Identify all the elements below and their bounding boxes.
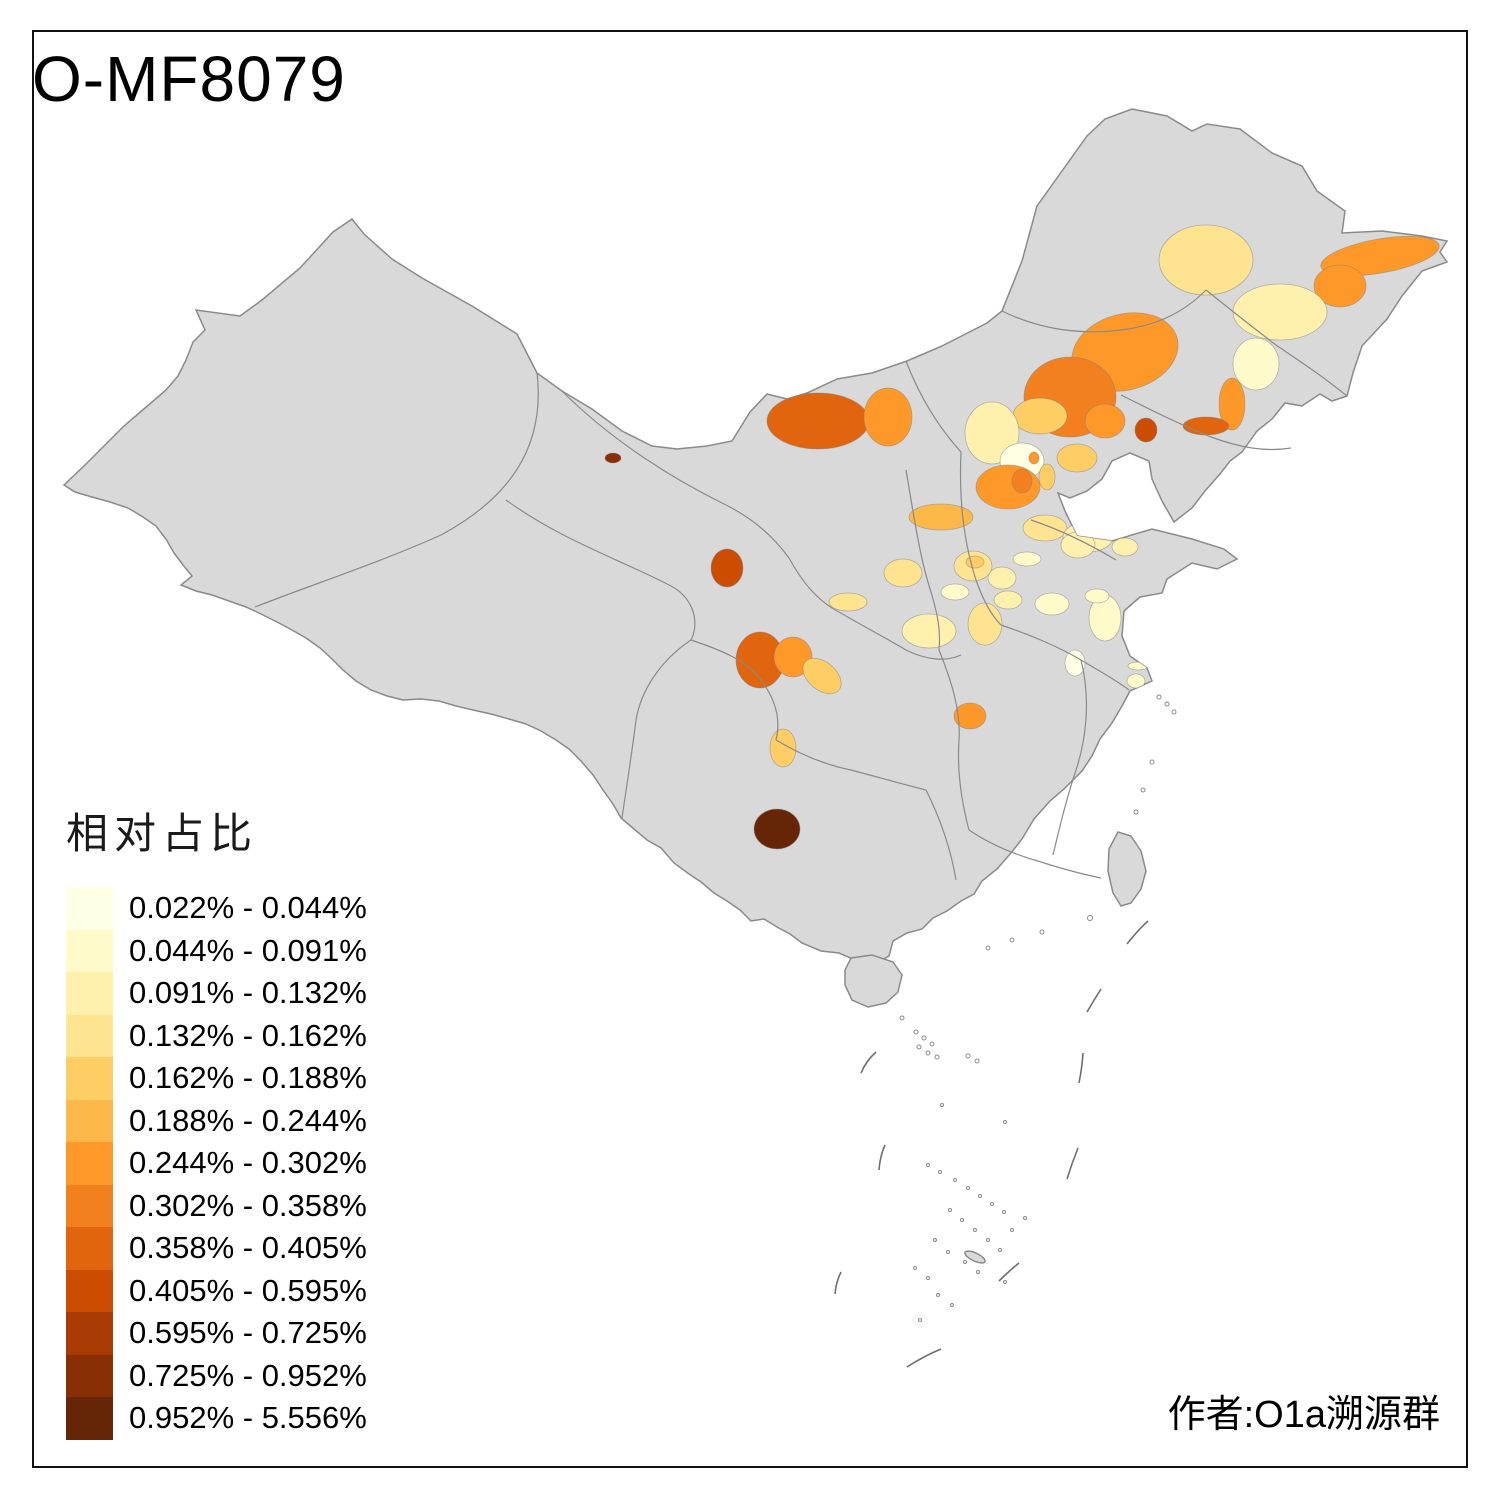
map-region [863,387,913,447]
map-region [965,555,985,569]
map-region [993,590,1023,610]
legend-swatch [66,1397,113,1440]
legend-label: 0.405% - 0.595% [129,1272,367,1308]
map-region [1084,403,1126,439]
legend-row: 0.132% - 0.162% [66,1014,367,1057]
legend-row: 0.358% - 0.405% [66,1227,367,1270]
map-region [953,702,987,730]
map-region [604,452,622,464]
legend-row: 0.188% - 0.244% [66,1099,367,1142]
attribution: 作者:O1a溯源群 [1167,1394,1440,1436]
map-region [1011,468,1033,494]
legend-swatch [66,1269,113,1312]
map-region [753,808,801,850]
legend-row: 0.302% - 0.358% [66,1184,367,1227]
map-region [940,583,970,601]
map-region [769,728,797,768]
map-region [1012,551,1042,567]
legend-row: 0.044% - 0.091% [66,929,367,972]
map-region [1126,673,1146,689]
map-region [1056,443,1098,473]
map-region [1232,337,1280,391]
legend-label: 0.162% - 0.188% [129,1060,367,1095]
legend-label: 0.188% - 0.244% [129,1102,367,1138]
legend-label: 0.044% - 0.091% [129,932,367,968]
hainan-island [844,954,903,1008]
legend-swatch [66,1142,113,1185]
island-dots [899,694,1177,1322]
legend-label: 0.091% - 0.132% [129,975,367,1010]
map-region [1320,235,1440,277]
legend-label: 0.358% - 0.405% [129,1230,367,1265]
legend-label: 0.244% - 0.302% [129,1145,367,1180]
legend-row: 0.162% - 0.188% [66,1057,367,1100]
legend-swatch [66,1354,113,1397]
legend-row: 0.244% - 0.302% [66,1142,367,1185]
map-region [1034,592,1070,616]
map-region [1022,514,1068,542]
legend-swatch [66,1057,113,1100]
map-region [1012,397,1068,435]
legend-label: 0.952% - 5.556% [129,1400,367,1435]
legend-row: 0.725% - 0.952% [66,1354,367,1397]
map-region [1028,451,1040,465]
legend-swatch [66,1099,113,1142]
choropleth-regions [604,224,1440,850]
taiwan-island [1107,831,1147,907]
legend-swatch [66,929,113,972]
legend-row: 0.952% - 5.556% [66,1397,367,1440]
legend-swatch [66,1014,113,1057]
legend: 相对占比 0.022% - 0.044% 0.044% - 0.091% 0.091… [66,800,367,1440]
legend-swatch [66,887,113,930]
map-region [987,566,1017,590]
legend-label: 0.725% - 0.952% [129,1357,367,1393]
legend-swatch [66,1184,113,1227]
map-region [1038,463,1056,491]
map-region [901,613,957,649]
legend-label: 0.022% - 0.044% [129,890,367,925]
legend-row: 0.405% - 0.595% [66,1269,367,1312]
map-region [1218,377,1246,431]
map-region [1313,264,1367,308]
legend-title: 相对占比 [66,810,259,857]
legend-label: 0.132% - 0.162% [129,1017,367,1053]
map-region [766,392,870,450]
map-region [710,548,744,588]
legend-label: 0.302% - 0.358% [129,1187,367,1223]
map-region [908,503,974,531]
map-region [773,636,813,678]
map-region [828,592,868,612]
legend-row: 0.022% - 0.044% [66,887,367,930]
legend-swatch [66,972,113,1015]
map-region [1158,224,1254,296]
legend-swatch [66,1312,113,1355]
legend-items: 0.022% - 0.044% 0.044% - 0.091% 0.091% - 0… [66,887,367,1440]
nine-dash-line [834,920,1149,1368]
legend-row: 0.595% - 0.725% [66,1312,367,1355]
map-region [1111,537,1139,557]
legend-swatch [66,1227,113,1270]
map-region [802,657,842,695]
map-region [967,602,1003,646]
legend-label: 0.595% - 0.725% [129,1315,367,1350]
small-island [964,1250,986,1264]
page-title: O-MF8079 [32,43,346,115]
province-borders [254,289,1348,881]
map-region [883,558,923,588]
map-region [1232,283,1328,341]
map-region [964,401,1020,465]
map-region [1084,588,1110,604]
legend-row: 0.091% - 0.132% [66,972,367,1015]
map-region [1134,417,1158,443]
map-region [1182,416,1230,436]
map-region [1092,515,1144,537]
